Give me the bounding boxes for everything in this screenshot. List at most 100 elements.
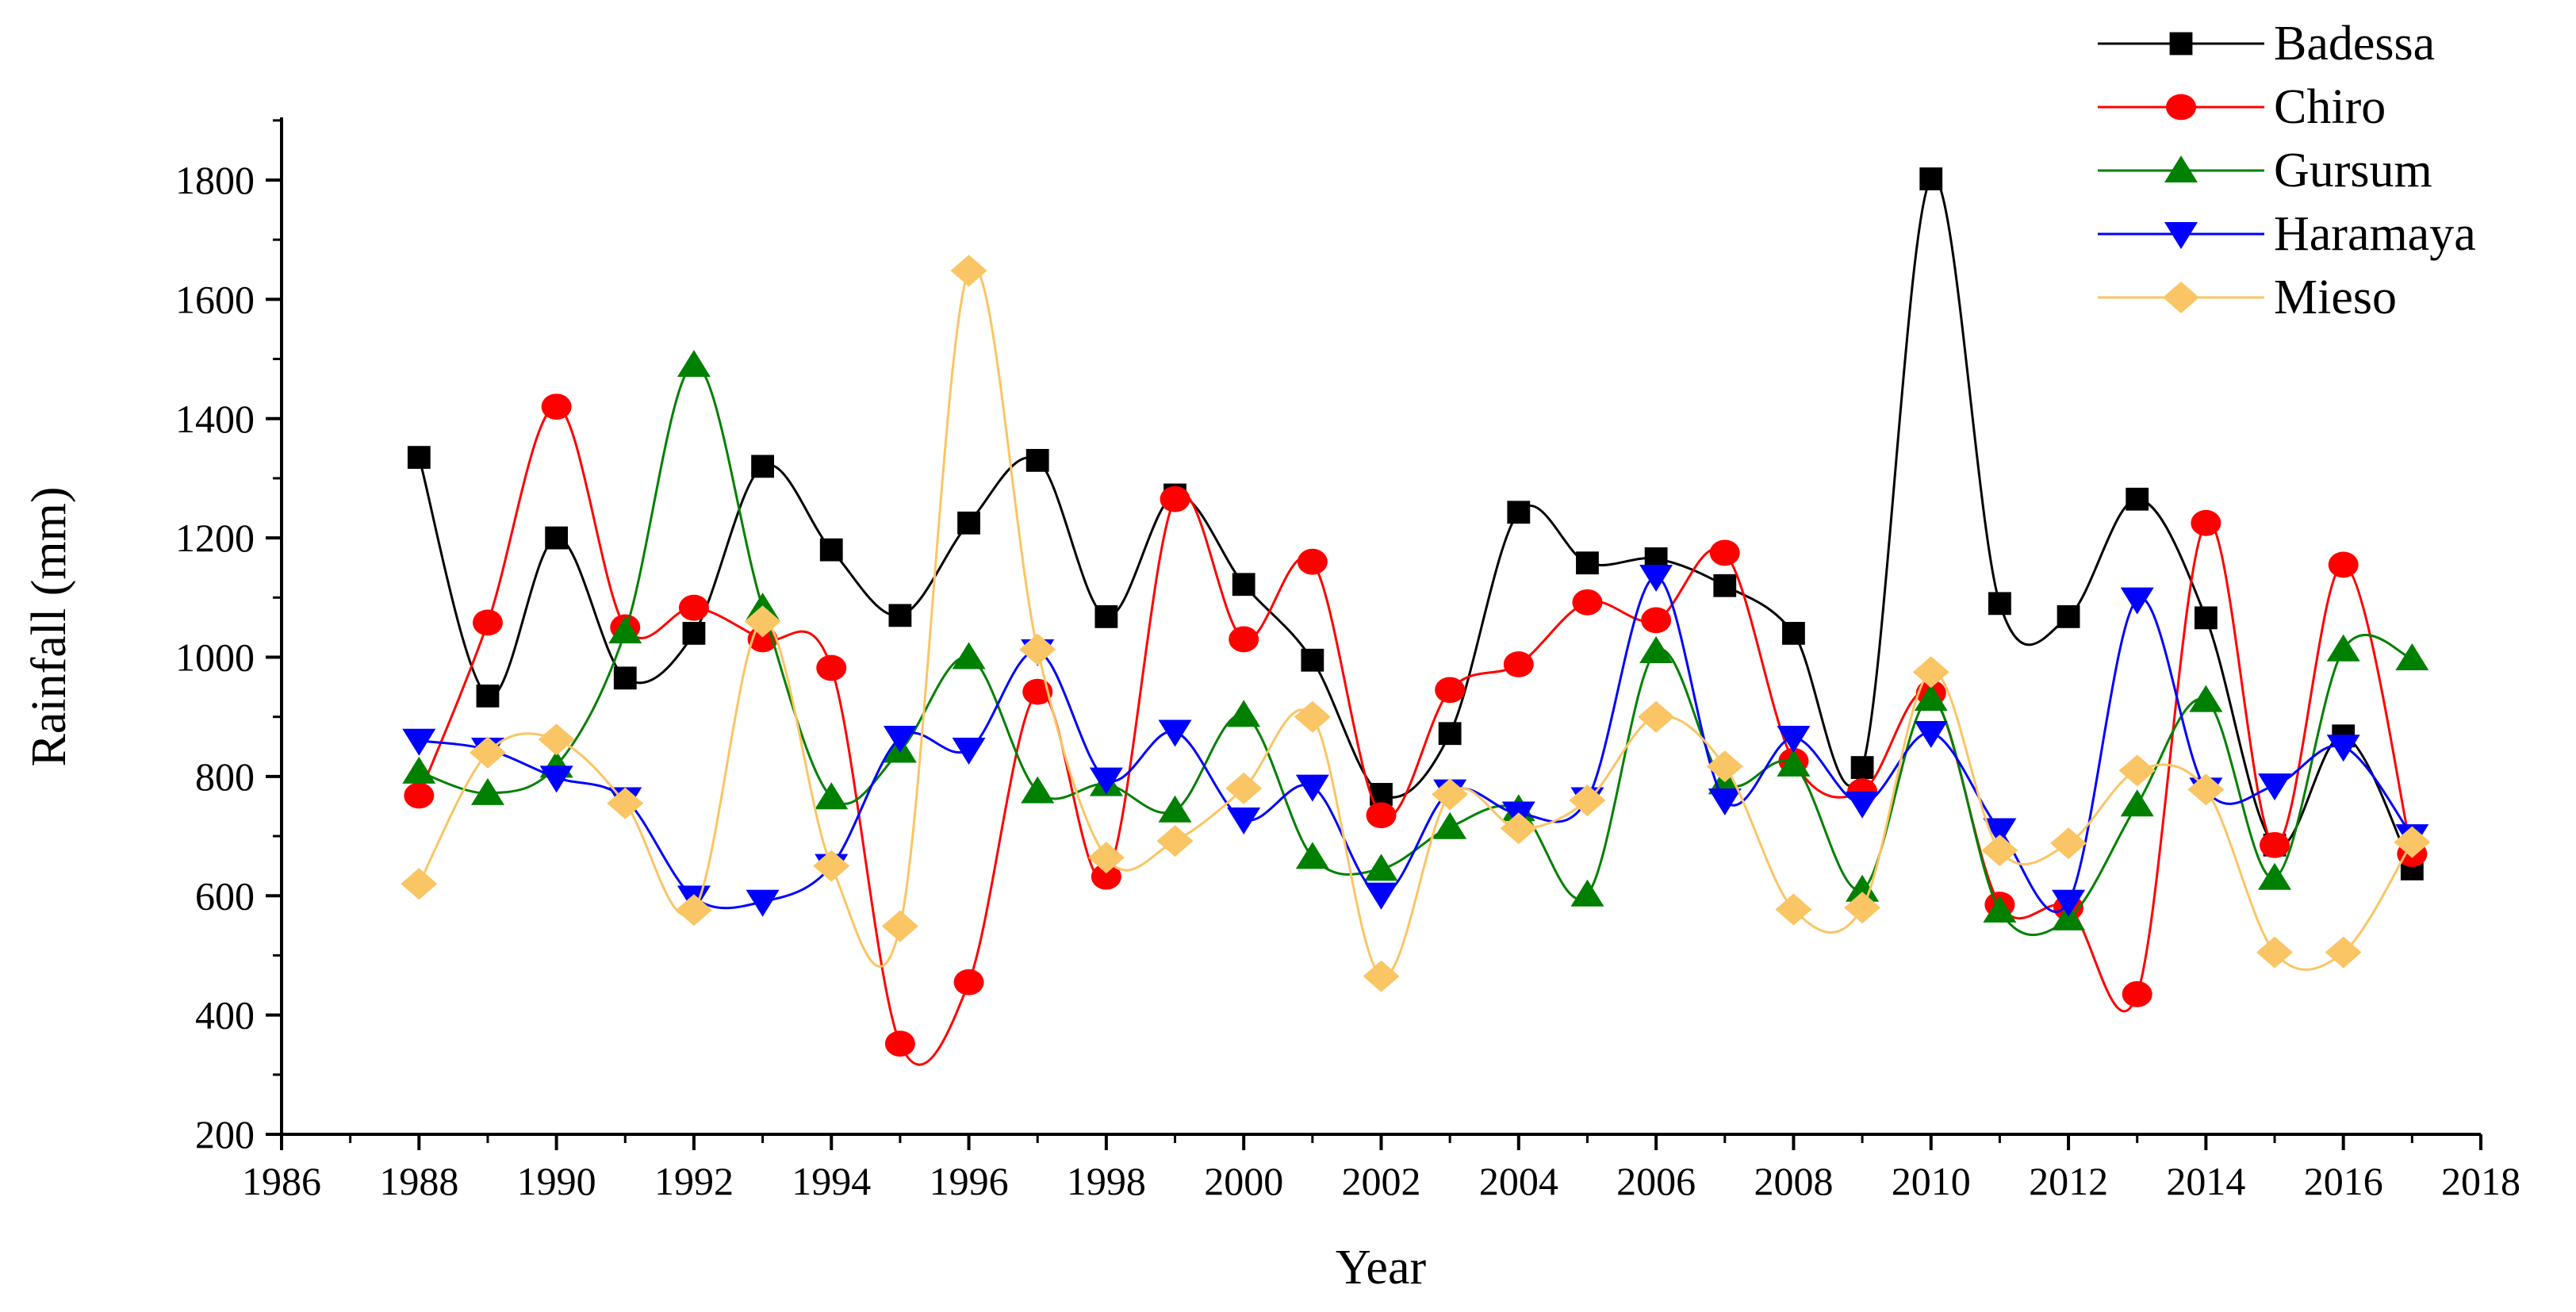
data-point-mieso [950,255,987,287]
y-tick-label: 800 [195,754,255,799]
data-point-mieso [2394,826,2431,858]
data-point-mieso [1706,750,1743,783]
y-tick-label: 200 [195,1112,255,1157]
data-point-chiro [816,654,847,681]
series-layer [401,167,2431,1066]
data-point-haramaya [1983,818,2017,846]
data-point-mieso [744,605,781,638]
data-point-haramaya [1777,726,1811,754]
data-point-badessa [1507,501,1531,524]
x-tick-label: 2006 [1616,1159,1696,1203]
data-point-mieso [1912,656,1949,689]
data-point-mieso [1432,778,1469,811]
data-point-haramaya [1846,791,1880,819]
legend-item-mieso: Mieso [2098,270,2397,324]
legend: Badessa Chiro Gursum Haramaya Mieso [2098,17,2476,324]
series-line-badessa [417,176,2413,870]
data-point-gursum [2120,789,2154,817]
data-point-badessa [476,684,500,708]
x-tick-label: 2000 [1204,1159,1283,1203]
x-tick-label: 1992 [654,1159,734,1203]
x-tick-label: 1994 [792,1159,871,1203]
data-point-badessa [751,455,774,478]
y-tick-label: 1000 [175,635,255,680]
data-point-mieso [1638,700,1675,733]
data-point-gursum [2189,685,2223,712]
data-point-badessa [2194,606,2218,630]
data-point-mieso [1844,892,1881,924]
data-point-gursum [1846,874,1880,902]
legend-item-badessa: Badessa [2098,17,2435,71]
data-point-mieso [1363,960,1400,992]
x-tick-label: 2008 [1754,1159,1833,1203]
series-chiro [404,393,2428,1066]
data-point-badessa [1850,756,1874,779]
data-point-chiro [1229,626,1259,653]
data-point-haramaya [1708,788,1742,815]
legend-marker-haramaya [2164,222,2198,249]
data-point-haramaya [1089,767,1123,795]
data-point-gursum [1433,811,1467,839]
data-point-mieso [1500,812,1537,845]
data-point-badessa [682,622,706,645]
series-mieso [401,255,2431,992]
y-tick-label: 1800 [175,158,255,202]
data-point-haramaya [2326,735,2360,762]
data-point-mieso [1775,893,1812,926]
data-point-badessa [1576,551,1599,575]
x-tick-label: 1988 [379,1159,458,1203]
data-point-chiro [1641,607,1672,634]
data-point-haramaya [883,726,917,754]
data-point-badessa [1301,648,1324,672]
data-point-chiro [1160,485,1190,512]
data-point-mieso [675,894,712,926]
data-point-chiro [2260,831,2290,858]
data-point-chiro [2122,980,2152,1007]
data-point-mieso [538,723,575,756]
legend-item-chiro: Chiro [2098,80,2386,134]
x-tick-label: 1998 [1067,1159,1146,1203]
x-tick-label: 2012 [2029,1159,2108,1203]
data-point-badessa [2057,604,2080,628]
x-axis-title: Year [1336,1241,1427,1295]
data-point-mieso [401,868,438,900]
x-tick-label: 2016 [2304,1159,2383,1203]
data-point-badessa [1232,573,1255,597]
data-point-mieso [1156,825,1194,857]
x-tick-label: 2004 [1479,1159,1558,1203]
legend-label: Haramaya [2274,207,2476,261]
data-point-mieso [1019,633,1056,666]
data-point-haramaya [539,765,573,793]
data-point-gursum [815,782,849,810]
data-point-badessa [2126,487,2149,511]
legend-label: Gursum [2274,144,2432,198]
data-point-gursum [952,642,986,669]
data-point-gursum [1364,854,1398,881]
data-point-gursum [1295,842,1329,869]
data-point-gursum [2395,643,2429,671]
series-line-chiro [417,405,2413,1066]
data-point-haramaya [2258,773,2292,801]
data-point-chiro [953,969,984,996]
data-point-haramaya [1295,774,1329,802]
data-point-badessa [1988,592,2011,616]
x-tick-label: 2018 [2441,1159,2520,1203]
y-tick-label: 1200 [175,516,255,560]
data-point-haramaya [1914,720,1948,748]
x-tick-label: 1990 [517,1159,596,1203]
legend-label: Chiro [2274,80,2386,134]
data-point-gursum [1570,879,1604,907]
data-point-mieso [813,850,850,882]
legend-item-gursum: Gursum [2098,144,2432,198]
y-tick-label: 600 [195,873,255,918]
x-tick-label: 1986 [242,1159,321,1203]
x-tick-label: 2014 [2166,1159,2245,1203]
data-point-mieso [2118,754,2156,787]
data-point-haramaya [1227,808,1261,835]
y-tick-label: 1400 [175,397,255,441]
data-point-haramaya [952,738,986,765]
data-point-badessa [1094,604,1118,628]
x-tick-label: 1996 [930,1159,1009,1203]
series-line-mieso [417,265,2413,978]
